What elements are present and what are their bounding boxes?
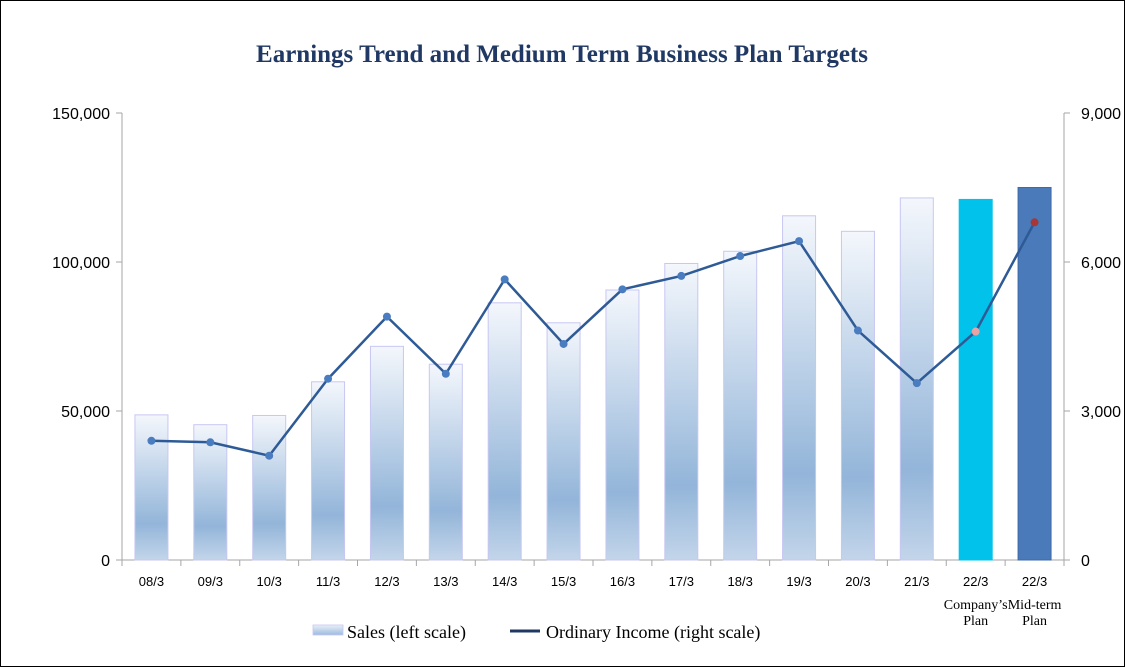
ordinary-income-point xyxy=(853,326,862,335)
right-tick-label: 0 xyxy=(1081,553,1090,570)
left-tick-label: 0 xyxy=(101,553,110,570)
x-tick-label: 18/3 xyxy=(728,574,753,589)
x-category-note-line1: Mid-term xyxy=(1008,598,1062,613)
sales-bar xyxy=(311,381,346,561)
sales-bar xyxy=(252,414,287,561)
right-tick-label: 6,000 xyxy=(1081,255,1121,272)
x-tick-label: 09/3 xyxy=(198,574,223,589)
x-tick-label: 21/3 xyxy=(904,574,929,589)
right-tick-label: 3,000 xyxy=(1081,404,1121,421)
x-axis-labels: 08/3 09/3 10/3 11/3 12/3 13/3 14/3 15/3 16/3 17/3… xyxy=(139,574,1062,629)
ordinary-income-point xyxy=(500,275,509,284)
ordinary-income-line xyxy=(151,221,1036,458)
x-tick-label: 17/3 xyxy=(669,574,694,589)
x-tick-label: 20/3 xyxy=(845,574,870,589)
axes: 0 50,000 100,000 150,000 0 3,000 6,000 9,000 xyxy=(52,106,1121,570)
sales-bar xyxy=(664,262,699,561)
x-tick-label: 16/3 xyxy=(610,574,635,589)
x-tick-label: 14/3 xyxy=(492,574,517,589)
legend-income-label: Ordinary Income (right scale) xyxy=(546,622,760,643)
sales-bar xyxy=(958,198,993,561)
ordinary-income-point xyxy=(1030,218,1039,227)
sales-bar xyxy=(487,302,522,561)
ordinary-income-point xyxy=(618,285,627,294)
x-tick-label: 13/3 xyxy=(433,574,458,589)
x-tick-label: 08/3 xyxy=(139,574,164,589)
line-series xyxy=(147,218,1039,460)
ordinary-income-point xyxy=(677,271,686,280)
chart-title: Earnings Trend and Medium Term Business … xyxy=(256,41,868,68)
x-tick-label: 15/3 xyxy=(551,574,576,589)
sales-bar xyxy=(899,197,934,561)
ordinary-income-point xyxy=(912,379,921,388)
legend-sales-label: Sales (left scale) xyxy=(347,622,466,643)
left-tick-label: 150,000 xyxy=(52,106,110,123)
legend: Sales (left scale) Ordinary Income (righ… xyxy=(312,622,760,643)
sales-bar xyxy=(193,424,228,561)
sales-bar xyxy=(840,230,875,561)
x-category-note-line2: Plan xyxy=(963,614,988,629)
ordinary-income-point xyxy=(971,327,980,336)
x-tick-label: 10/3 xyxy=(257,574,282,589)
x-tick-label: 11/3 xyxy=(316,574,340,589)
ordinary-income-point xyxy=(736,252,745,261)
left-tick-label: 100,000 xyxy=(52,255,110,272)
ordinary-income-point xyxy=(324,374,333,383)
bars xyxy=(134,187,1052,561)
ordinary-income-point xyxy=(559,339,568,348)
sales-bar xyxy=(134,414,169,561)
legend-sales-swatch xyxy=(312,624,344,636)
x-tick-label: 19/3 xyxy=(786,574,811,589)
sales-bar xyxy=(546,322,581,561)
ordinary-income-point xyxy=(382,312,391,321)
sales-bar xyxy=(723,250,758,561)
ordinary-income-point xyxy=(265,451,274,460)
left-tick-label: 50,000 xyxy=(61,404,110,421)
sales-bar xyxy=(782,215,817,561)
x-category-note-line1: Company’s xyxy=(944,598,1008,613)
x-tick-label: 12/3 xyxy=(374,574,399,589)
sales-bar xyxy=(428,363,463,561)
sales-bar xyxy=(1017,187,1052,561)
sales-bar xyxy=(369,345,404,561)
ordinary-income-point xyxy=(795,237,804,246)
sales-bar xyxy=(605,289,640,561)
right-tick-label: 9,000 xyxy=(1081,106,1121,123)
x-category-note-line2: Plan xyxy=(1022,614,1047,629)
x-tick-label: 22/3 xyxy=(963,574,988,589)
ordinary-income-point xyxy=(206,438,215,447)
x-tick-label: 22/3 xyxy=(1022,574,1047,589)
ordinary-income-point xyxy=(441,369,450,378)
ordinary-income-point xyxy=(147,436,156,445)
